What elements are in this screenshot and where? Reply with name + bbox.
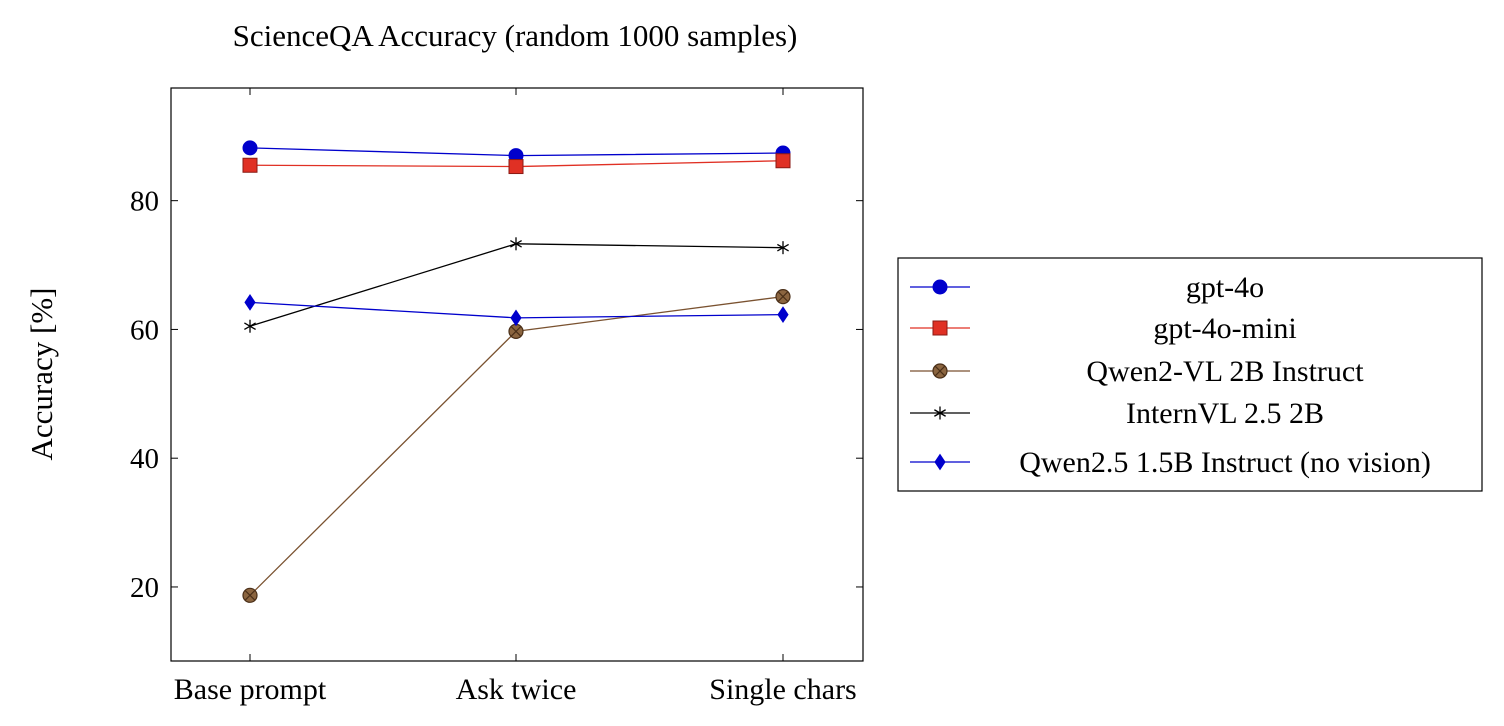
series-gpt-4o-mini xyxy=(242,153,791,175)
legend-label: gpt-4o-mini xyxy=(1153,312,1296,345)
series-point xyxy=(777,306,789,324)
series-point xyxy=(510,309,522,327)
x-tick-label: Single chars xyxy=(709,673,856,706)
legend-entry: Qwen2.5 1.5B Instruct (no vision) xyxy=(910,446,1431,479)
legend-label: InternVL 2.5 2B xyxy=(1126,397,1324,430)
series-point xyxy=(775,153,791,169)
series-point xyxy=(932,279,948,295)
chart-title: ScienceQA Accuracy (random 1000 samples) xyxy=(233,18,798,53)
series-line xyxy=(249,295,784,596)
series-point xyxy=(934,406,946,420)
series-point xyxy=(934,453,946,471)
legend-entry: InternVL 2.5 2B xyxy=(910,397,1324,430)
series-point xyxy=(244,319,256,333)
legend-label: Qwen2.5 1.5B Instruct (no vision) xyxy=(1019,446,1431,479)
legend-entry: gpt-4o xyxy=(910,271,1264,304)
x-tick-label: Ask twice xyxy=(456,673,577,706)
series-point xyxy=(932,363,948,379)
legend-label: Qwen2-VL 2B Instruct xyxy=(1086,355,1364,388)
y-tick-label: 80 xyxy=(130,186,159,218)
series-point xyxy=(242,587,258,603)
series-point xyxy=(242,140,258,156)
x-tick-label: Base prompt xyxy=(174,673,327,706)
series-point-stroke xyxy=(777,243,789,252)
series-qwen2-5-1-5b-instruct-no-vision xyxy=(244,293,789,327)
series-gpt-4o xyxy=(242,140,791,164)
series-point-stroke xyxy=(244,322,256,331)
series-point xyxy=(244,293,256,311)
series-point-stroke xyxy=(510,239,522,248)
series-qwen2-vl-2b-instruct xyxy=(242,288,791,603)
series-point-cross xyxy=(244,590,256,601)
axis-ticks: 20 40 60 80 Base prompt Ask twice Single chars xyxy=(130,88,863,706)
y-tick-label: 60 xyxy=(130,314,159,346)
y-tick-label: 40 xyxy=(130,443,159,475)
series-point-cross xyxy=(934,365,946,377)
series-point xyxy=(510,237,522,251)
series-point xyxy=(775,288,791,305)
legend-box xyxy=(897,257,1483,492)
series-point-cross xyxy=(777,291,789,302)
legend-entry: gpt-4o-mini xyxy=(910,312,1297,345)
series-point-stroke xyxy=(934,409,946,417)
series-layer xyxy=(242,140,791,603)
series-point xyxy=(508,159,524,175)
series-point xyxy=(508,323,524,339)
series-internvl-2-5-2b xyxy=(244,237,789,333)
y-axis-label: Accuracy [%] xyxy=(24,288,59,461)
series-point-cross xyxy=(510,326,522,337)
y-tick-label: 20 xyxy=(130,572,159,604)
series-point xyxy=(932,320,948,336)
legend: gpt-4o gpt-4o-mini Qwen2-VL 2B Instruct Int… xyxy=(897,257,1483,492)
legend-label: gpt-4o xyxy=(1186,271,1264,304)
series-point xyxy=(242,157,258,173)
series-point xyxy=(777,241,789,255)
legend-entry: Qwen2-VL 2B Instruct xyxy=(910,355,1364,388)
plot-area-frame xyxy=(170,87,864,662)
